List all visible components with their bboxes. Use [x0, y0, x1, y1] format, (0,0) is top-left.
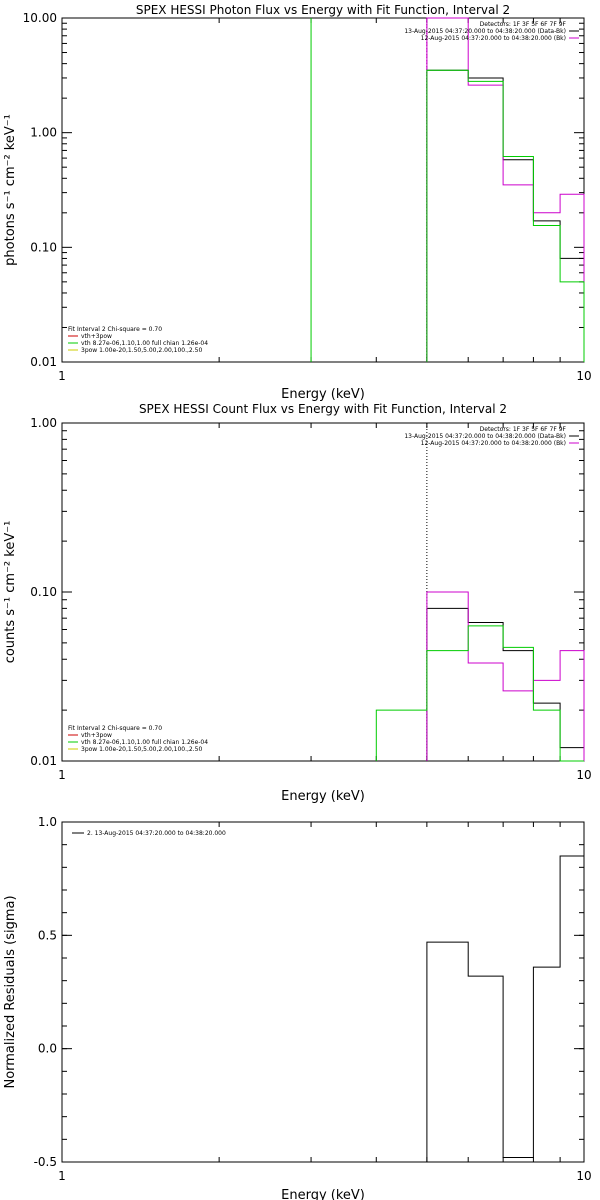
plot-frame-2	[61, 422, 585, 762]
y-tick-label: 0.0	[38, 1042, 57, 1056]
x-tick-label: 1	[58, 768, 66, 782]
legend-entry: 13-Aug-2015 04:37:20.000 to 04:38:20.000…	[404, 28, 566, 35]
plot-frame-1	[61, 17, 585, 363]
y-tick-label: 0.5	[38, 928, 57, 942]
y-tick-label: 10.00	[23, 11, 57, 25]
y-tick-label: -0.5	[34, 1155, 57, 1169]
series-step-line-1	[426, 855, 585, 1162]
x-tick-label: 10	[576, 369, 591, 383]
x-tick-label: 10	[576, 1169, 591, 1183]
legend-entry: vth+3pow	[81, 333, 112, 340]
y-tick-label: 1.0	[38, 815, 57, 829]
legend-entry: Detectors: 1F 3F 5F 6F 7F 9F	[480, 21, 567, 28]
y-axis-label: photons s⁻¹ cm⁻² keV⁻¹	[3, 114, 18, 266]
x-axis-label: Energy (keV)	[281, 387, 365, 402]
legend-entry: vth+3pow	[81, 732, 112, 739]
y-tick-label: 1.00	[30, 416, 57, 430]
legend-entry: 3pow 1.00e-20,1.50,5.00,2.00,100.,2.50	[81, 746, 202, 753]
plot-frame-3	[61, 821, 585, 1163]
chart-title: SPEX HESSI Count Flux vs Energy with Fit…	[139, 402, 507, 416]
x-tick-label: 1	[58, 369, 66, 383]
series-step-line-1	[426, 607, 585, 761]
y-tick-label: 0.01	[30, 754, 57, 768]
legend-entry: Fit Interval 2 Chi-square = 0.70	[68, 725, 162, 732]
legend-entry: vth 8.27e-06,1.10,1.00 full chian 1.26e-…	[81, 739, 208, 746]
series-step-line-3	[426, 69, 585, 362]
legend-entry: 3pow 1.00e-20,1.50,5.00,2.00,100.,2.50	[81, 347, 202, 354]
legend-entry: 12-Aug-2015 04:37:20.000 to 04:38:20.000…	[421, 35, 566, 42]
x-axis-label: Energy (keV)	[281, 789, 365, 804]
legend-entry: Fit Interval 2 Chi-square = 0.70	[68, 326, 162, 333]
series-step-line-2	[426, 17, 585, 362]
y-axis-label: counts s⁻¹ cm⁻² keV⁻¹	[3, 521, 18, 664]
series-step-line-1	[426, 69, 585, 362]
legend-entry: 2. 13-Aug-2015 04:37:20.000 to 04:38:20.…	[87, 830, 226, 837]
x-axis-label: Energy (keV)	[281, 1188, 365, 1200]
legend-entry: vth 8.27e-06,1.10,1.00 full chian 1.26e-…	[81, 340, 208, 347]
x-tick-label: 10	[576, 768, 591, 782]
series-step-line-2	[426, 591, 585, 761]
legend-entry: 12-Aug-2015 04:37:20.000 to 04:38:20.000…	[421, 440, 566, 447]
legend-entry: Detectors: 1F 3F 5F 6F 7F 9F	[480, 426, 567, 433]
y-tick-label: 0.10	[30, 585, 57, 599]
y-tick-label: 0.10	[30, 240, 57, 254]
y-axis-label: Normalized Residuals (sigma)	[3, 895, 18, 1088]
legend-entry: 13-Aug-2015 04:37:20.000 to 04:38:20.000…	[404, 433, 566, 440]
chart-title: SPEX HESSI Photon Flux vs Energy with Fi…	[136, 3, 510, 17]
y-tick-label: 0.01	[30, 355, 57, 369]
x-tick-label: 1	[58, 1169, 66, 1183]
y-tick-label: 1.00	[30, 126, 57, 140]
series-step-line-3	[375, 625, 584, 762]
